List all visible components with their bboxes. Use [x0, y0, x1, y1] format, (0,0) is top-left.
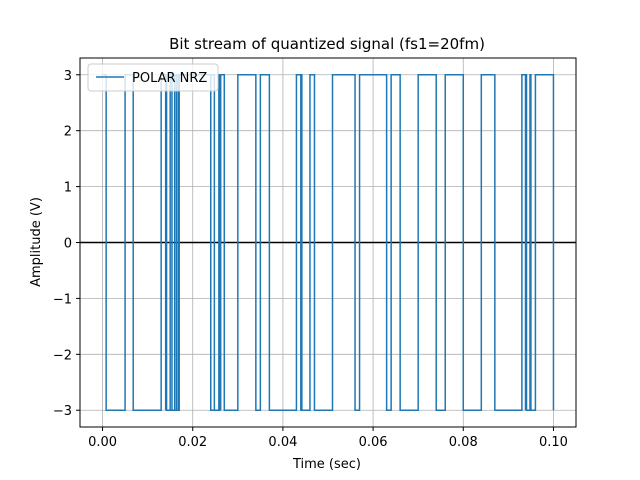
- x-tick-label: 0.00: [88, 435, 117, 450]
- y-tick-label: 2: [64, 125, 72, 140]
- chart-title: Bit stream of quantized signal (fs1=20fm…: [169, 35, 485, 53]
- y-tick-label: 1: [64, 181, 72, 196]
- legend-label: POLAR NRZ: [132, 71, 207, 86]
- series-pulse: [524, 74, 528, 411]
- y-tick-label: −1: [53, 292, 72, 307]
- legend: POLAR NRZ: [87, 63, 219, 92]
- y-tick-label: −2: [53, 348, 72, 363]
- legend-box: [87, 63, 219, 92]
- x-axis-ticks: 0.00 0.02 0.04 0.06 0.08 0.10: [88, 427, 568, 450]
- x-tick-label: 0.04: [268, 435, 297, 450]
- y-tick-label: −3: [53, 404, 72, 419]
- x-tick-label: 0.06: [359, 435, 388, 450]
- y-tick-label: 0: [64, 237, 72, 252]
- series-pulse: [529, 74, 532, 411]
- x-tick-label: 0.08: [449, 435, 478, 450]
- y-tick-label: 3: [64, 69, 72, 84]
- x-tick-label: 0.02: [178, 435, 207, 450]
- series-pulse: [218, 74, 222, 411]
- y-axis-ticks: −3 −2 −1 0 1 2 3: [53, 69, 80, 419]
- x-axis-label: Time (sec): [292, 457, 361, 472]
- x-tick-label: 0.10: [539, 435, 568, 450]
- series-line-polar-nrz: [102, 74, 555, 411]
- series-pulse: [300, 74, 303, 411]
- y-axis-label: Amplitude (V): [29, 197, 44, 287]
